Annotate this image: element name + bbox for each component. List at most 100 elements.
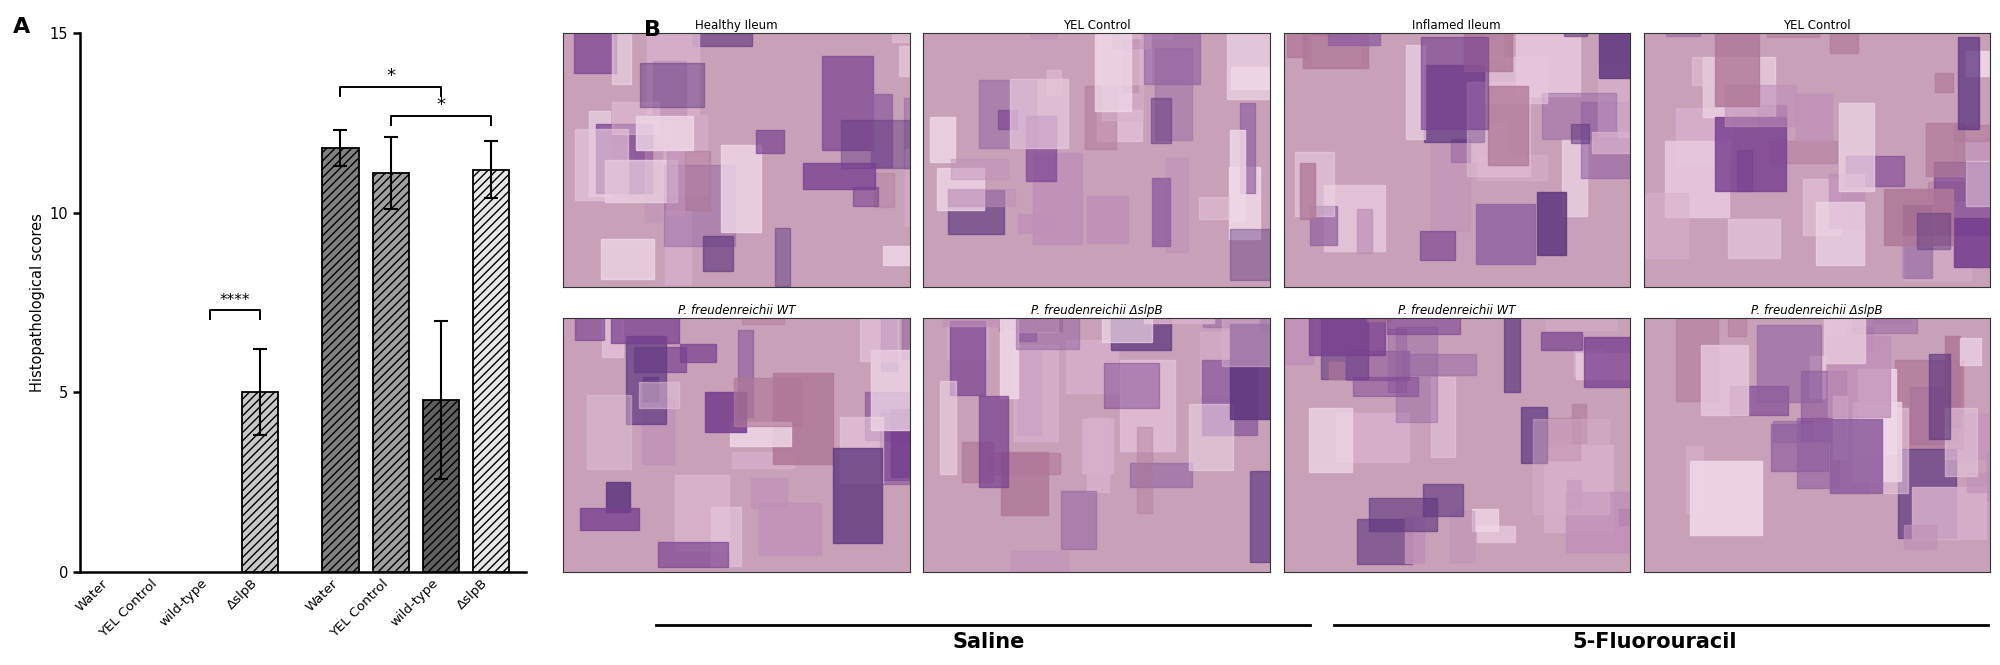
Title: P. freudenreichii ΔslpB: P. freudenreichii ΔslpB bbox=[1752, 304, 1882, 317]
Bar bbox=[1852, 263, 1918, 333]
Bar bbox=[1020, 317, 1036, 340]
Bar bbox=[1904, 235, 1972, 279]
Bar bbox=[1152, 178, 1170, 246]
Title: Healthy Ileum: Healthy Ileum bbox=[696, 19, 778, 32]
Bar bbox=[1358, 519, 1412, 564]
Bar bbox=[1250, 471, 1308, 562]
Bar bbox=[1328, 11, 1380, 45]
Bar bbox=[422, 400, 458, 572]
Bar bbox=[1730, 386, 1788, 415]
Bar bbox=[1620, 0, 1638, 35]
Bar bbox=[722, 145, 762, 232]
Bar bbox=[1802, 372, 1846, 441]
Bar bbox=[1898, 450, 1956, 539]
Bar bbox=[1088, 196, 1128, 243]
Bar bbox=[948, 189, 1014, 206]
Bar bbox=[1966, 160, 2000, 206]
Bar bbox=[588, 111, 610, 196]
Bar bbox=[1894, 360, 1964, 448]
Bar bbox=[1320, 285, 1368, 378]
Bar bbox=[1336, 413, 1408, 462]
Bar bbox=[1018, 214, 1056, 233]
Bar bbox=[1304, 0, 1368, 68]
Bar bbox=[1016, 351, 1040, 435]
Bar bbox=[664, 166, 736, 246]
Bar bbox=[642, 399, 674, 464]
Bar bbox=[904, 149, 960, 226]
Bar bbox=[1532, 420, 1608, 514]
Bar bbox=[1152, 98, 1170, 143]
Text: 5-Fluorouracil: 5-Fluorouracil bbox=[1572, 632, 1738, 652]
Bar bbox=[598, 144, 632, 171]
Bar bbox=[1102, 46, 1144, 120]
Bar bbox=[1388, 329, 1406, 392]
Bar bbox=[1968, 473, 2000, 491]
Bar bbox=[1872, 307, 1910, 323]
Bar bbox=[1328, 362, 1344, 379]
Bar bbox=[1324, 186, 1386, 251]
Bar bbox=[1542, 332, 1582, 350]
Bar bbox=[1404, 354, 1476, 375]
Bar bbox=[1676, 315, 1718, 401]
Bar bbox=[1002, 452, 1048, 515]
Bar bbox=[1770, 424, 1828, 471]
Bar bbox=[1946, 414, 1992, 459]
Bar bbox=[752, 478, 786, 508]
Title: P. freudenreichii WT: P. freudenreichii WT bbox=[678, 304, 796, 317]
Bar bbox=[664, 115, 706, 194]
Bar bbox=[472, 170, 508, 572]
Bar bbox=[1728, 245, 1746, 336]
Bar bbox=[1928, 182, 1964, 200]
Bar bbox=[1504, 301, 1520, 392]
Bar bbox=[1310, 285, 1386, 355]
Bar bbox=[1486, 57, 1548, 103]
Bar bbox=[692, 0, 752, 46]
Bar bbox=[1714, 29, 1760, 106]
Bar bbox=[1846, 156, 1904, 186]
Bar bbox=[1830, 0, 1858, 53]
Text: Saline: Saline bbox=[952, 632, 1026, 652]
Bar bbox=[1666, 0, 1700, 36]
Bar bbox=[936, 168, 984, 210]
Bar bbox=[1388, 268, 1460, 334]
Bar bbox=[864, 392, 916, 440]
Bar bbox=[1568, 479, 1582, 508]
Bar bbox=[1144, 22, 1200, 84]
Bar bbox=[638, 382, 678, 408]
Bar bbox=[1664, 141, 1728, 217]
Bar bbox=[640, 63, 704, 106]
Bar bbox=[1824, 275, 1864, 363]
Bar bbox=[1000, 314, 1018, 398]
Bar bbox=[742, 263, 784, 324]
Bar bbox=[1486, 20, 1502, 59]
Bar bbox=[1592, 132, 1668, 153]
Bar bbox=[1406, 45, 1424, 139]
Bar bbox=[1958, 37, 1978, 129]
Bar bbox=[1432, 143, 1470, 231]
Bar bbox=[710, 507, 742, 566]
Bar bbox=[1768, 2, 1818, 37]
Bar bbox=[1230, 229, 1280, 281]
Bar bbox=[1066, 340, 1118, 393]
Bar bbox=[704, 235, 732, 271]
Bar bbox=[1432, 377, 1456, 458]
Bar bbox=[1478, 527, 1514, 543]
Bar bbox=[988, 454, 1060, 474]
Bar bbox=[1702, 345, 1748, 415]
Bar bbox=[1726, 85, 1796, 126]
Bar bbox=[1736, 150, 1752, 192]
Bar bbox=[930, 117, 954, 162]
Bar bbox=[1370, 498, 1438, 531]
Bar bbox=[1222, 306, 1276, 366]
Bar bbox=[1618, 509, 1662, 525]
Bar bbox=[1830, 174, 1864, 228]
Bar bbox=[1830, 420, 1882, 493]
Bar bbox=[1010, 551, 1068, 571]
Bar bbox=[948, 269, 988, 359]
Bar bbox=[738, 331, 754, 416]
Bar bbox=[1084, 86, 1116, 150]
Bar bbox=[668, 150, 684, 215]
Bar bbox=[1546, 418, 1580, 460]
Text: A: A bbox=[14, 17, 30, 37]
Title: P. freudenreichii ΔslpB: P. freudenreichii ΔslpB bbox=[1030, 304, 1162, 317]
